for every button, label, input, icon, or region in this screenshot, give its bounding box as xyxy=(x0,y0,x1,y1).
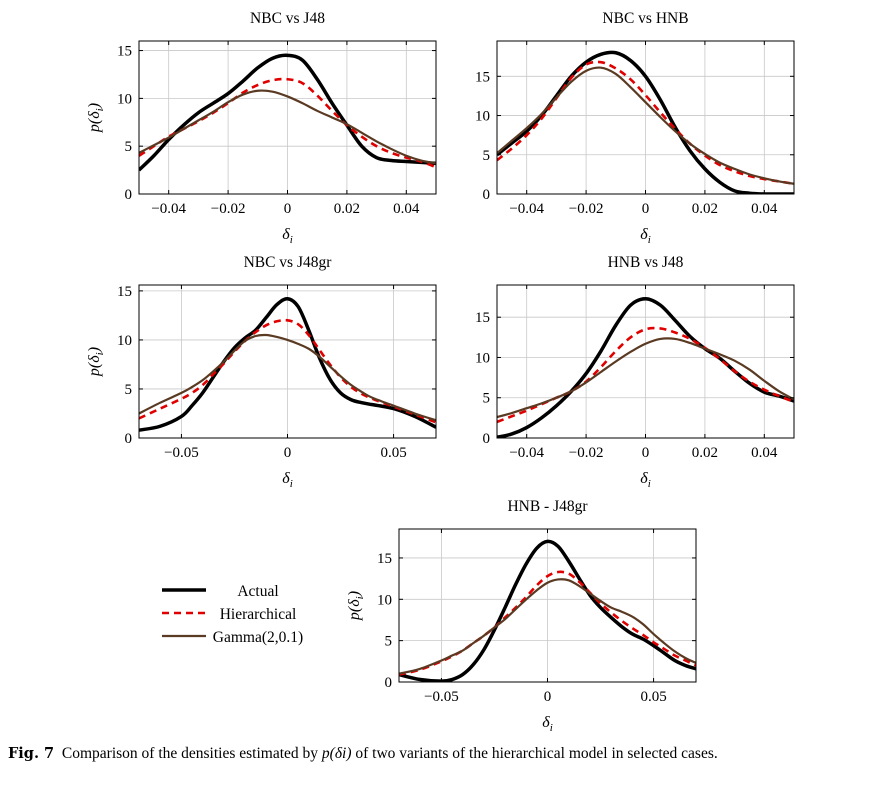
x-tick-label: 0.05 xyxy=(380,445,406,461)
chart-hnb-j48gr: −0.05 0 0.05 0 5 10 15 HNB - J48gr δi p(δi) xyxy=(346,498,697,734)
y-axis-label: p(δi) xyxy=(346,591,366,621)
legend: Actual Hierarchical Gamma(2,0.1) xyxy=(162,583,303,646)
plots: −0.04 −0.02 0 0.02 0.04 0 5 10 15 NBC vs J48 δi p(δ… xyxy=(86,10,795,734)
x-tick-label: 0.04 xyxy=(751,201,778,217)
x-tick-label: 0 xyxy=(642,445,650,461)
chart-nbc-vs-j48gr: −0.05 0 0.05 0 5 10 15 NBC vs J48gr δi p(δi) xyxy=(86,254,437,490)
caption-text-after: of two variants of the hierarchical mode… xyxy=(355,745,718,762)
chart-title: NBC vs J48gr xyxy=(244,254,333,271)
x-tick-label: 0.02 xyxy=(692,445,718,461)
legend-label-hierarchical: Hierarchical xyxy=(220,606,297,623)
x-axis-label: δi xyxy=(282,470,293,490)
y-tick-label: 5 xyxy=(385,634,393,650)
x-tick-label: 0.02 xyxy=(334,201,360,217)
y-tick-label: 0 xyxy=(125,187,133,203)
x-tick-label: −0.04 xyxy=(151,201,186,217)
y-tick-label: 5 xyxy=(125,382,133,398)
series-actual xyxy=(399,539,696,682)
chart-hnb-vs-j48: −0.04 −0.02 0 0.02 0.04 0 5 10 15 HNB vs J48 δi xyxy=(475,254,795,490)
y-tick-label: 15 xyxy=(377,551,392,567)
x-tick-label: 0 xyxy=(544,689,552,705)
x-tick-label: −0.05 xyxy=(164,445,199,461)
y-tick-label: 10 xyxy=(117,91,132,107)
y-tick-label: 10 xyxy=(117,333,132,349)
series-gamma-2-0-1 xyxy=(139,333,436,422)
x-tick-label: −0.02 xyxy=(211,201,246,217)
series-gamma-2-0-1 xyxy=(399,578,696,675)
y-axis-label: p(δi) xyxy=(86,347,106,377)
caption-text-before: Comparison of the densities estimated by xyxy=(61,745,319,762)
legend-label-gamma: Gamma(2,0.1) xyxy=(213,629,303,646)
series-actual xyxy=(139,296,436,432)
series-actual xyxy=(139,53,436,172)
x-axis-label: δi xyxy=(640,470,651,490)
y-tick-label: 10 xyxy=(475,109,490,125)
x-tick-label: 0 xyxy=(284,445,292,461)
x-tick-label: 0.02 xyxy=(692,201,718,217)
series-gamma-2-0-1 xyxy=(497,66,794,185)
chart-title: HNB - J48gr xyxy=(507,498,588,515)
y-tick-label: 15 xyxy=(475,69,490,85)
chart-title: NBC vs J48 xyxy=(250,10,325,27)
chart-nbc-vs-j48: −0.04 −0.02 0 0.02 0.04 0 5 10 15 NBC vs J48 δi p(δ… xyxy=(86,10,437,246)
y-tick-label: 5 xyxy=(125,139,133,155)
caption-math: p(δi) xyxy=(321,745,352,762)
chart-nbc-vs-hnb: −0.04 −0.02 0 0.02 0.04 0 5 10 15 NBC vs HNB δi xyxy=(475,10,795,246)
y-tick-label: 10 xyxy=(377,592,392,608)
legend-label-actual: Actual xyxy=(237,583,278,600)
x-tick-label: 0 xyxy=(284,201,292,217)
x-tick-label: 0 xyxy=(642,201,650,217)
y-axis-label: p(δi) xyxy=(86,103,106,133)
chart-title: NBC vs HNB xyxy=(602,10,688,27)
series-gamma-2-0-1 xyxy=(139,89,436,165)
x-tick-label: −0.04 xyxy=(509,445,544,461)
x-tick-label: −0.05 xyxy=(424,689,459,705)
x-axis-label: δi xyxy=(542,714,553,734)
y-tick-label: 5 xyxy=(483,148,491,164)
series-gamma-2-0-1 xyxy=(497,337,794,419)
y-tick-label: 15 xyxy=(475,310,490,326)
y-tick-label: 10 xyxy=(475,350,490,366)
x-tick-label: −0.04 xyxy=(509,201,544,217)
x-tick-label: 0.04 xyxy=(393,201,420,217)
y-tick-label: 5 xyxy=(483,391,491,407)
y-tick-label: 0 xyxy=(385,675,393,691)
caption-label: Fig. 7 xyxy=(8,745,55,762)
figure-caption: Fig. 7 Comparison of the densities estim… xyxy=(8,745,878,763)
y-tick-label: 15 xyxy=(117,284,132,300)
x-axis-label: δi xyxy=(282,226,293,246)
series-hierarchical xyxy=(139,318,436,424)
x-axis-label: δi xyxy=(640,226,651,246)
chart-title: HNB vs J48 xyxy=(608,254,684,271)
y-tick-label: 0 xyxy=(125,431,133,447)
y-tick-label: 0 xyxy=(483,431,491,447)
y-tick-label: 0 xyxy=(483,187,491,203)
x-tick-label: 0.05 xyxy=(640,689,666,705)
series-hierarchical xyxy=(139,77,436,169)
x-tick-label: −0.02 xyxy=(569,201,604,217)
x-tick-label: −0.02 xyxy=(569,445,604,461)
x-tick-label: 0.04 xyxy=(751,445,778,461)
y-tick-label: 15 xyxy=(117,44,132,60)
